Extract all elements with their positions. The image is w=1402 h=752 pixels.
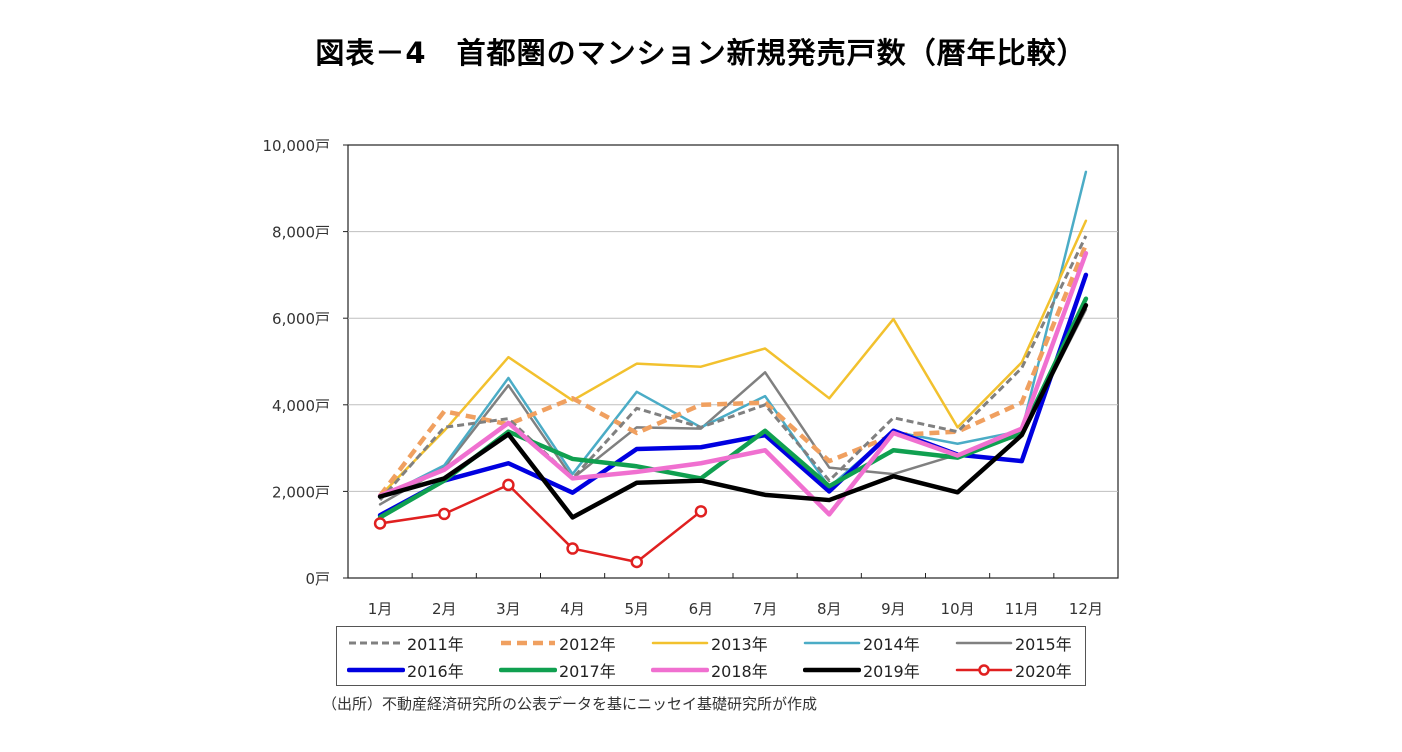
legend-swatch — [803, 667, 861, 673]
data-point-2020 — [694, 505, 708, 518]
y-tick-label: 10,000戸 — [263, 137, 331, 155]
data-point-2020 — [373, 517, 387, 530]
x-tick-label: 1月 — [368, 600, 393, 618]
y-tick-label: 0戸 — [305, 570, 330, 588]
series-line-2019 — [377, 302, 1089, 520]
x-tick-label: 6月 — [689, 600, 714, 618]
legend: 2011年 2012年 2013年 2014年 2015年 2016年 2017年 2018年… — [336, 626, 1086, 686]
legend-swatch — [651, 641, 709, 645]
legend-swatch — [499, 667, 557, 673]
series-line-2020 — [378, 483, 703, 564]
legend-item: 2019年 — [803, 658, 920, 682]
data-point-2020 — [438, 507, 451, 521]
legend-label: 2011年 — [407, 635, 464, 654]
legend-label: 2018年 — [711, 662, 768, 681]
x-tick-label: 5月 — [624, 600, 649, 618]
chart-title: 図表－4 首都圏のマンション新規発売戸数（暦年比較） — [315, 36, 1087, 70]
y-tick-label: 8,000戸 — [272, 224, 330, 242]
legend-swatch — [803, 641, 861, 645]
legend-swatch — [955, 641, 1013, 645]
y-tick-label: 2,000戸 — [272, 483, 330, 501]
legend-swatch — [651, 667, 709, 673]
legend-label: 2017年 — [559, 662, 616, 681]
legend-label: 2015年 — [1015, 635, 1072, 654]
data-point-2020 — [502, 478, 515, 492]
legend-item: 2015年 — [955, 631, 1072, 655]
legend-swatch — [347, 667, 405, 673]
series-line-2014 — [378, 170, 1088, 500]
series-line-2018 — [377, 251, 1089, 517]
x-tick-label: 12月 — [1069, 600, 1103, 618]
y-tick-label: 4,000戸 — [272, 397, 330, 415]
source-note: （出所）不動産経済研究所の公表データを基にニッセイ基礎研究所が作成 — [322, 695, 818, 713]
x-tick-label: 3月 — [496, 600, 521, 618]
legend-item: 2011年 — [347, 631, 464, 655]
plot-area — [347, 144, 1119, 579]
legend-label: 2013年 — [711, 635, 768, 654]
y-tick-label: 6,000戸 — [272, 310, 330, 328]
series-line-2011 — [378, 235, 1088, 502]
x-tick-label: 2月 — [432, 600, 457, 618]
legend-item: 2020年 — [955, 658, 1072, 682]
legend-item: 2016年 — [347, 658, 464, 682]
x-tick-label: 11月 — [1005, 600, 1039, 618]
x-tick-label: 9月 — [881, 600, 906, 618]
series-line-2012 — [378, 243, 1089, 498]
legend-label: 2020年 — [1015, 662, 1072, 681]
legend-item: 2018年 — [651, 658, 768, 682]
x-tick-label: 8月 — [817, 600, 842, 618]
legend-item: 2012年 — [499, 631, 616, 655]
legend-item: 2017年 — [499, 658, 616, 682]
legend-label: 2012年 — [559, 635, 616, 654]
legend-label: 2014年 — [863, 635, 920, 654]
x-tick-label: 10月 — [941, 600, 975, 618]
legend-swatch — [955, 664, 1013, 676]
legend-label: 2016年 — [407, 662, 464, 681]
legend-swatch — [501, 640, 555, 646]
legend-item: 2014年 — [803, 631, 920, 655]
legend-swatch — [349, 641, 403, 645]
legend-label: 2019年 — [863, 662, 920, 681]
x-tick-label: 7月 — [753, 600, 778, 618]
x-tick-label: 4月 — [560, 600, 585, 618]
data-point-2020 — [566, 542, 579, 555]
legend-item: 2013年 — [651, 631, 768, 655]
data-point-2020 — [630, 555, 643, 569]
series-line-2013 — [378, 219, 1088, 497]
